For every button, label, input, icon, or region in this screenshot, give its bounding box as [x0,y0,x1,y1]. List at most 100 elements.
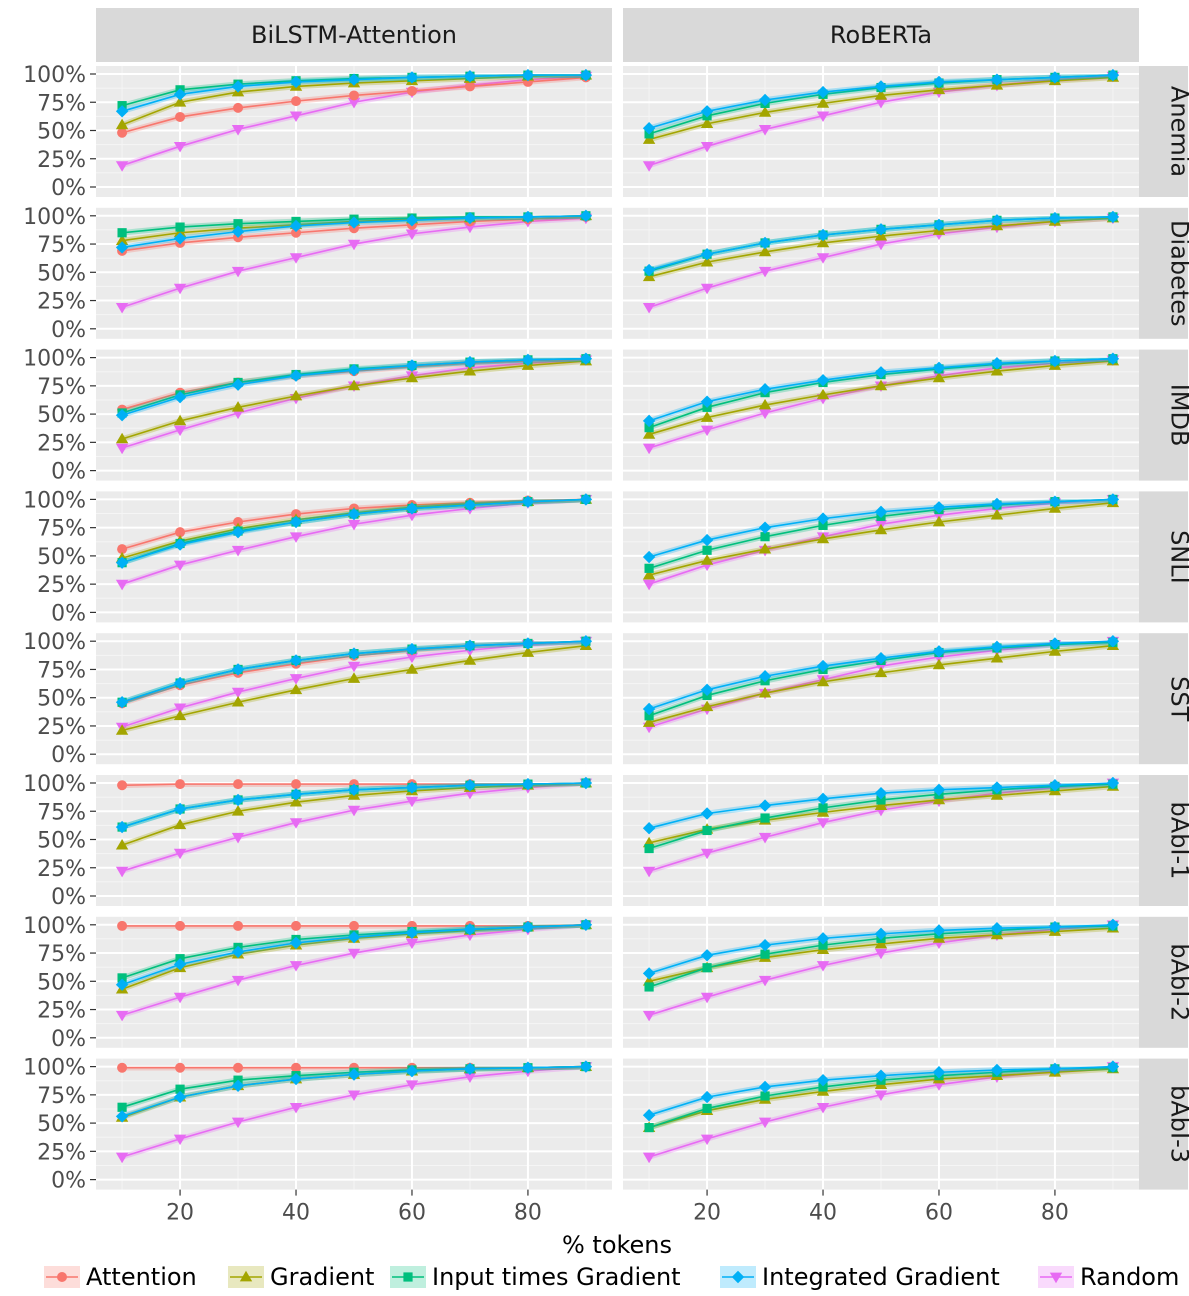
y-axis-babi-3: 0% 25% 50% 75% 100% [23,1056,96,1194]
row-strip-babi-1: bAbI-1 [1139,775,1189,906]
series-integrated-gradient [642,918,1120,980]
y-tick-label: 100% [23,63,86,88]
legend-label: Random [1080,1263,1179,1291]
x-axis-bilstm-attention: 20 40 60 80 [166,1189,542,1226]
data-point [758,1080,772,1094]
data-point [405,71,419,84]
data-point [818,520,828,530]
data-point [291,96,302,107]
data-point [990,73,1004,86]
data-point [758,938,772,952]
data-point [405,510,419,522]
data-point [231,975,245,987]
y-tick-label: 50% [37,970,86,995]
data-point [1106,352,1120,365]
data-point [932,83,946,95]
data-point [932,75,946,89]
data-point [642,1010,656,1022]
data-point [175,920,186,931]
data-point [700,255,714,267]
panel-anemia-roberta [623,66,1139,197]
data-point [289,936,303,950]
y-tick-label: 50% [37,261,86,286]
data-point [642,702,656,716]
x-tick-label: 80 [514,1201,542,1226]
data-point [347,1068,361,1081]
data-point [173,676,187,690]
y-axis-babi-2: 0% 25% 50% 75% 100% [23,914,96,1052]
data-point [644,1123,654,1133]
data-point [521,495,535,508]
data-point [758,521,772,534]
data-point [405,781,419,794]
data-point [1106,635,1120,648]
series-gradient [115,639,593,735]
x-axis-roberta: 20 40 60 80 [693,1189,1069,1226]
data-point [816,932,830,945]
data-point [816,961,830,972]
data-point [117,920,128,931]
data-point [874,937,888,949]
y-tick-label: 100% [23,772,86,797]
data-point [289,654,303,667]
data-point [175,779,186,790]
legend-label: Attention [86,1263,197,1291]
data-point [579,352,593,365]
data-point [642,1108,656,1122]
data-point [990,214,1004,227]
row-strip-sst: SST [1139,633,1189,765]
data-point [117,780,128,791]
data-point [874,1069,888,1082]
row-strip-label: Anemia [1166,86,1189,177]
data-point [758,832,772,844]
data-point [289,532,303,543]
x-tick-label: 40 [282,1201,310,1226]
data-point [758,245,772,257]
data-point [760,949,770,959]
data-point [1048,495,1062,508]
x-tick-label: 80 [1041,1201,1069,1226]
data-point [758,408,772,420]
panel-diabetes-roberta [623,207,1139,339]
y-tick-label: 25% [37,857,86,882]
data-point [115,118,129,130]
data-point [700,700,714,712]
series-integrated-gradient [642,210,1120,277]
y-tick-label: 100% [23,347,86,372]
row-strip-background [1139,491,1188,623]
data-point [758,106,772,117]
data-point [874,97,888,109]
data-point [521,1061,535,1074]
confidence-band [649,1066,1113,1131]
data-point [115,105,129,118]
data-point [173,538,187,551]
data-point [874,948,888,960]
data-point [115,978,129,991]
data-point [406,85,417,96]
data-point [231,793,245,807]
data-point [702,545,712,555]
data-point [347,519,361,531]
data-point [816,111,830,123]
data-point [642,428,656,439]
data-point [932,783,946,796]
data-point [932,1066,946,1079]
data-point [289,796,303,807]
data-point [579,493,593,506]
legend-item-random: Random [1038,1263,1179,1291]
series-integrated-gradient [642,1060,1120,1122]
data-point [816,236,830,248]
data-point [1048,354,1062,368]
data-point [816,374,830,387]
row-strip-snli: SNLI [1139,491,1189,623]
data-point [874,223,888,236]
data-point [117,1062,128,1073]
data-point [347,948,361,960]
series-integrated-gradient [115,209,593,254]
y-tick-label: 0% [51,318,86,343]
data-point [173,848,187,860]
data-point [291,227,302,238]
data-point [521,210,535,224]
y-tick-label: 50% [37,1112,86,1137]
y-tick-label: 75% [37,942,86,967]
